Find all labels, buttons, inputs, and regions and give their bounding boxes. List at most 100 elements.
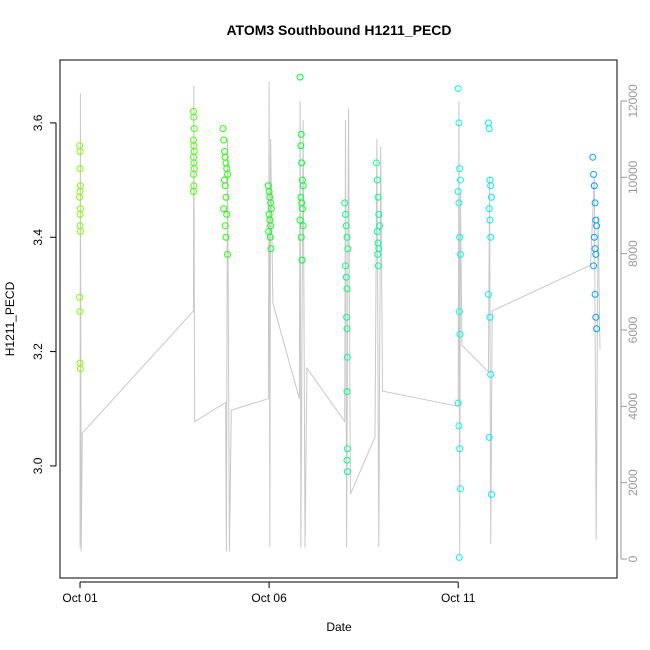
point [456,485,464,493]
point [267,245,275,253]
point [220,136,228,144]
y2-tick-label: 6000 [626,316,640,343]
y-tick-label: 3.4 [31,229,45,246]
point [487,182,495,190]
point [374,250,382,258]
point [487,370,495,378]
point [298,256,306,264]
point [297,130,305,138]
point [190,113,198,121]
point [454,188,462,196]
y2-tick-label: 10000 [626,160,640,194]
point [296,216,304,224]
point [266,233,274,241]
point [296,73,304,81]
point [485,125,493,133]
point [485,205,493,213]
point [373,176,381,184]
point [374,262,382,270]
point [220,205,228,213]
x-axis-label: Date [326,620,352,634]
point [341,199,349,207]
point [299,182,307,190]
point [299,222,307,230]
point [454,399,462,407]
y-tick-label: 3.2 [31,343,45,360]
y2-tick-label: 2000 [626,469,640,496]
point [454,85,462,93]
point [341,210,349,218]
point [589,153,597,161]
x-tick-label: Oct 06 [251,591,287,605]
point [374,193,382,201]
point [76,142,84,150]
point [375,210,383,218]
point [297,142,305,150]
point [455,308,463,316]
point [343,353,351,361]
x-tick-label: Oct 01 [62,591,98,605]
point [76,210,84,218]
point [341,262,349,270]
point [343,313,351,321]
point [592,313,600,321]
point [486,313,494,321]
point [455,119,463,127]
point [456,233,464,241]
point [343,325,351,333]
point [455,422,463,430]
point [373,159,381,167]
y-axis-label: H1211_PECD [3,281,17,356]
point [591,290,599,298]
point [456,165,464,173]
point [190,125,198,133]
point [266,193,274,201]
point [455,553,463,561]
point [487,193,495,201]
x-tick-label: Oct 11 [441,591,476,605]
y2-tick-label: 4000 [626,393,640,420]
point [221,222,229,230]
point [220,147,228,155]
point [76,228,84,236]
point [221,182,229,190]
point [298,205,306,213]
point [591,199,599,207]
point [593,325,601,333]
point [487,233,495,241]
point [590,182,598,190]
point [455,199,463,207]
point [220,176,228,184]
point [189,170,197,178]
point [189,188,197,196]
point [267,205,275,213]
point [590,233,598,241]
point [456,330,464,338]
point [342,273,350,281]
point [486,216,494,224]
line [79,81,601,556]
point [343,388,351,396]
point [487,491,495,499]
point [76,165,84,173]
point [343,456,351,464]
y2-tick-label: 8000 [626,240,640,267]
chart-title: ATOM3 Southbound H1211_PECD [226,22,451,38]
y2-tick-label: 12000 [626,84,640,118]
point [298,159,306,167]
point [590,170,598,178]
point [76,365,84,373]
point [223,165,231,173]
point [484,290,492,298]
point [590,262,598,270]
point [222,233,230,241]
point [342,222,350,230]
point [343,445,351,453]
point [224,250,232,258]
y-tick-label: 3.0 [31,457,45,474]
point [76,147,84,155]
point [343,468,351,476]
plot-frame [59,59,618,579]
point [224,170,232,178]
